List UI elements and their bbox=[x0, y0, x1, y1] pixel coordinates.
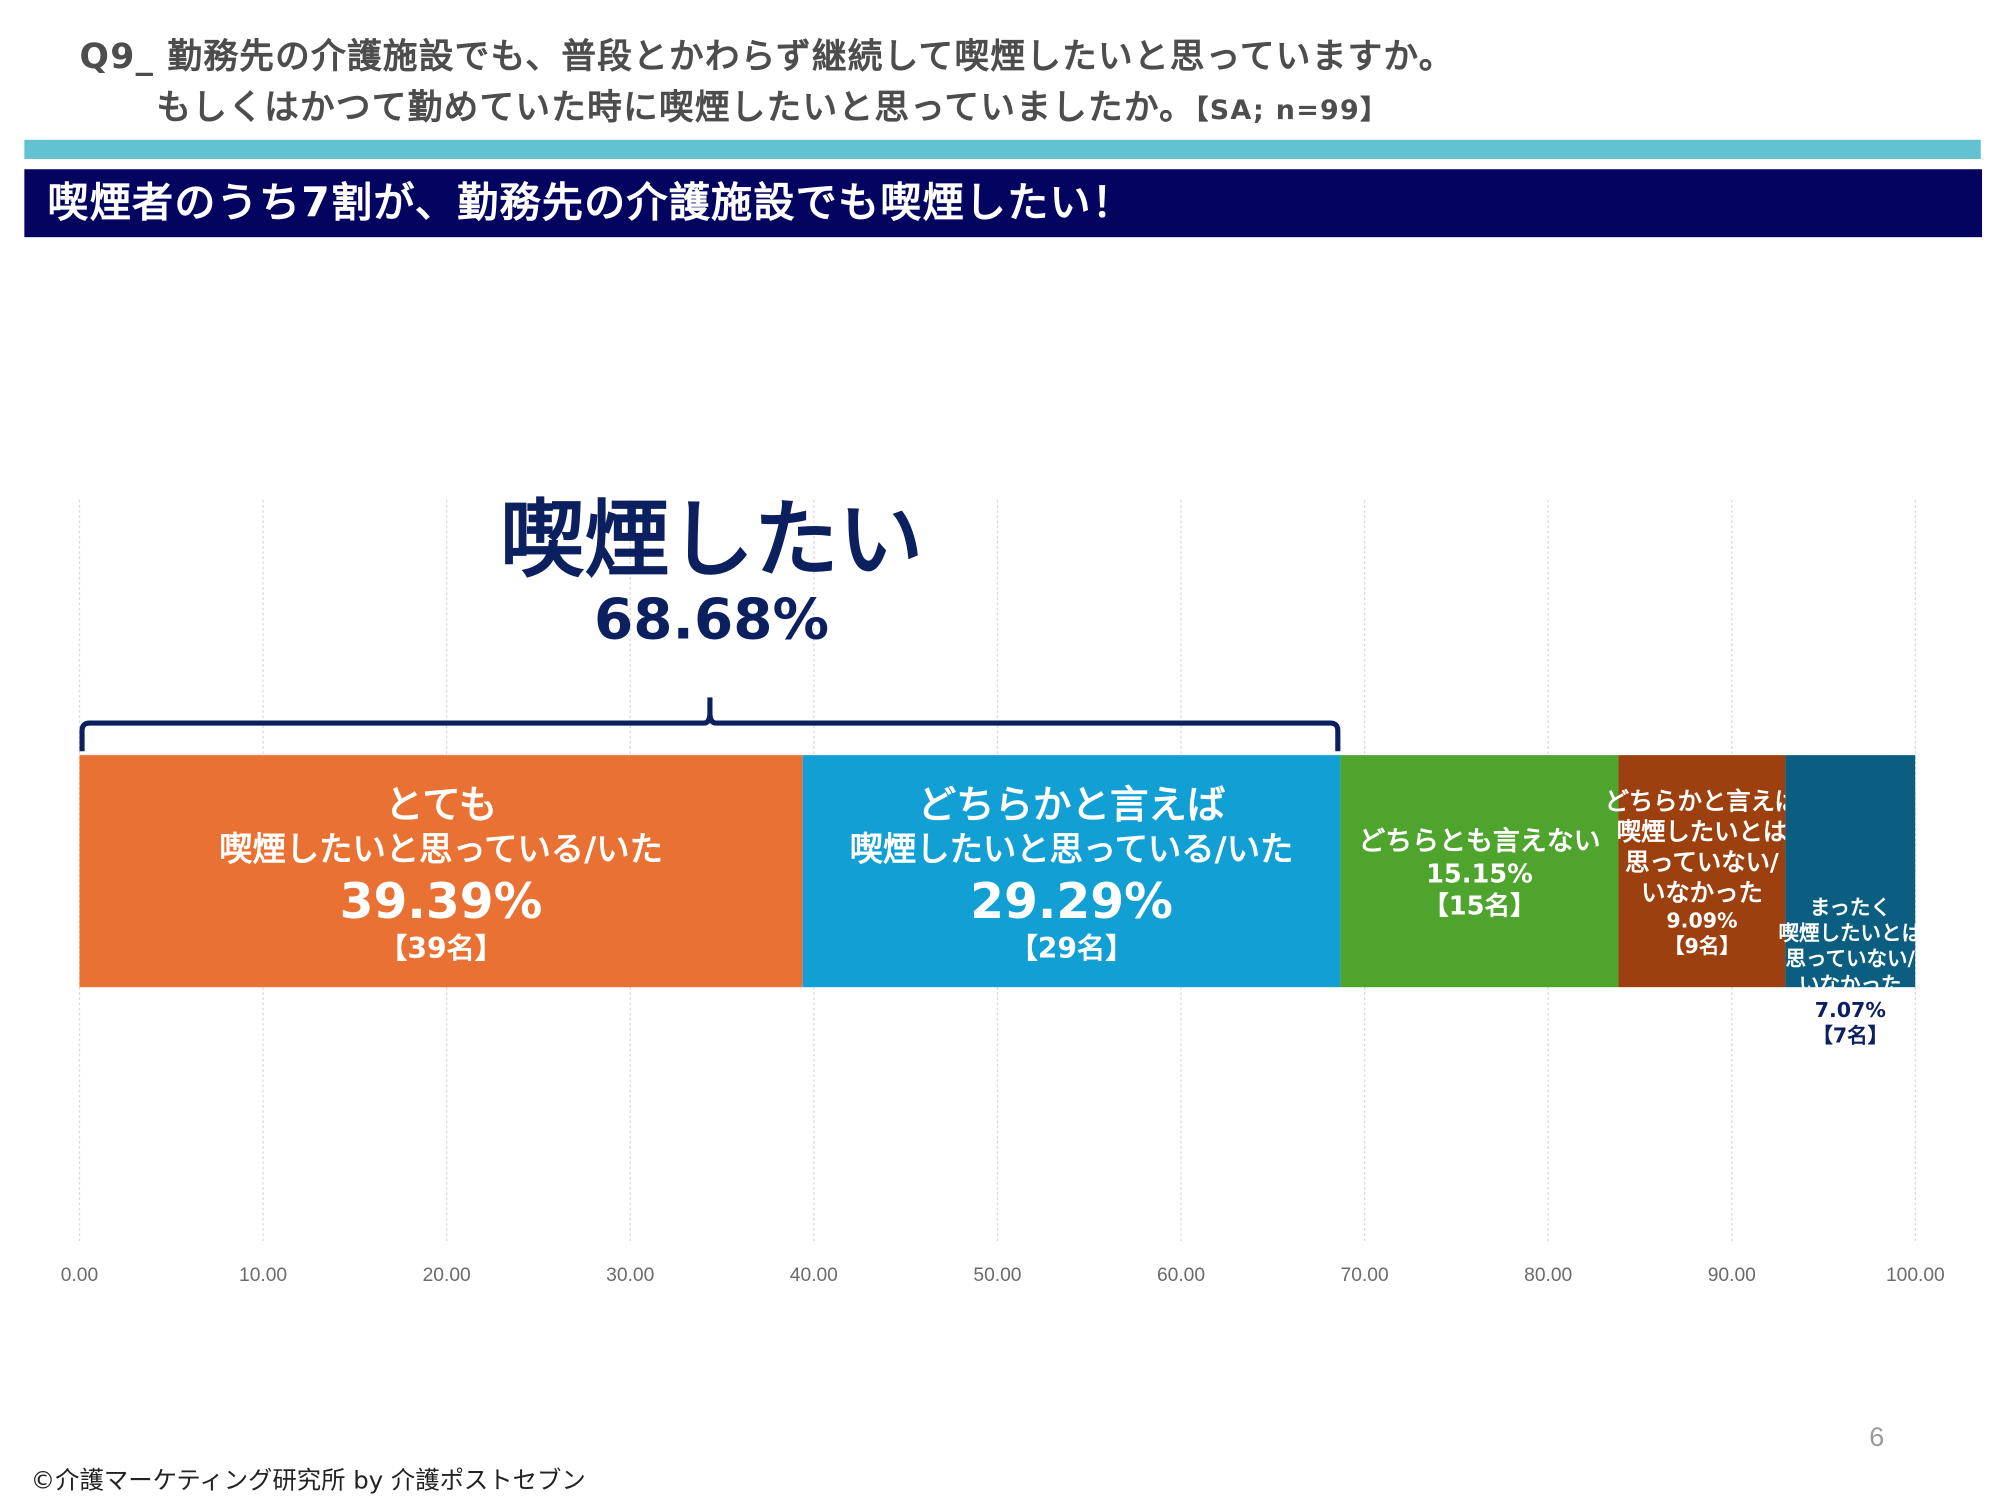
segment-category-label: まったく bbox=[1810, 895, 1891, 919]
segment-category-label: 思っていない/ bbox=[1625, 848, 1779, 877]
headline-banner: 喫煙者のうち7割が、勤務先の介護施設でも喫煙したい！ bbox=[24, 169, 1983, 238]
segment-category-label: いなかった bbox=[1799, 972, 1902, 996]
question-line-2-text: もしくはかつて勤めていた時に喫煙したいと思っていましたか。 bbox=[156, 88, 1196, 129]
segment-category-label: とても bbox=[385, 783, 497, 828]
callout-title: 喫煙したい bbox=[499, 491, 924, 590]
x-tick-label: 20.00 bbox=[423, 1265, 471, 1286]
x-tick-label: 80.00 bbox=[1524, 1265, 1572, 1286]
question-line-1: Q9_ 勤務先の介護施設でも、普段とかわらず継続して喫煙したいと思っていますか。 bbox=[79, 37, 1455, 77]
segment-category-label: 喫煙したいとは bbox=[1617, 817, 1787, 846]
segment-category-label: どちらとも言えない bbox=[1358, 826, 1600, 857]
x-tick-label: 0.00 bbox=[61, 1265, 98, 1286]
segment-value-label: 29.29% bbox=[970, 874, 1173, 930]
x-tick-label: 100.00 bbox=[1886, 1265, 1945, 1286]
segment-value-label: 15.15% bbox=[1426, 859, 1533, 889]
x-tick-label: 60.00 bbox=[1157, 1265, 1205, 1286]
bracket-annotation bbox=[79, 697, 1341, 752]
segment-count-label: 【9名】 bbox=[1664, 934, 1740, 958]
question-meta: 【SA; n=99】 bbox=[1195, 94, 1389, 126]
segment-category-label: 喫煙したいとは bbox=[1779, 921, 1922, 945]
segment-count-label: 【29名】 bbox=[1010, 932, 1134, 965]
question-line-2: もしくはかつて勤めていた時に喫煙したいと思っていましたか。【SA; n=99】 bbox=[156, 79, 1388, 129]
bar-segment bbox=[1785, 755, 1916, 988]
segment-value-label: 7.07% bbox=[1815, 998, 1886, 1022]
segment-count-label: 【15名】 bbox=[1423, 890, 1536, 921]
bar-segment bbox=[802, 755, 1341, 988]
segment-category-label: 思っていない/ bbox=[1786, 947, 1916, 971]
segment-category-label: どちらかと言えば bbox=[1605, 787, 1800, 816]
bracket-line bbox=[79, 697, 1341, 752]
x-tick-label: 90.00 bbox=[1708, 1265, 1756, 1286]
x-tick-label: 40.00 bbox=[790, 1265, 838, 1286]
segment-category-label: 喫煙したいと思っている/いた bbox=[219, 830, 663, 869]
bar-segment bbox=[1618, 755, 1786, 988]
bar-segments: とても喫煙したいと思っている/いた39.39%【39名】どちらかと言えば喫煙した… bbox=[79, 755, 1922, 1048]
x-tick-label: 70.00 bbox=[1341, 1265, 1389, 1286]
segment-value-label: 9.09% bbox=[1666, 909, 1737, 933]
segment-category-label: いなかった bbox=[1641, 878, 1763, 907]
bar-segment bbox=[79, 755, 803, 988]
copyright: ©介護マーケティング研究所 by 介護ポストセブン bbox=[30, 1466, 586, 1495]
x-tick-label: 10.00 bbox=[239, 1265, 287, 1286]
segment-count-label: 【7名】 bbox=[1812, 1024, 1888, 1048]
page-number: 6 bbox=[1869, 1423, 1885, 1453]
segment-category-label: どちらかと言えば bbox=[918, 783, 1226, 828]
segment-category-label: 喫煙したいと思っている/いた bbox=[850, 830, 1294, 869]
accent-bar bbox=[24, 139, 1981, 159]
segment-value-label: 39.39% bbox=[340, 874, 543, 930]
segment-count-label: 【39名】 bbox=[379, 932, 503, 965]
x-tick-label: 30.00 bbox=[606, 1265, 654, 1286]
x-tick-label: 50.00 bbox=[973, 1265, 1021, 1286]
bar-segment bbox=[1340, 755, 1619, 988]
x-axis-ticks: 0.00 10.00 20.00 30.00 40.00 50.00 60.00 70.00 8… bbox=[61, 1265, 1945, 1286]
callout-value: 68.68% bbox=[594, 587, 830, 653]
